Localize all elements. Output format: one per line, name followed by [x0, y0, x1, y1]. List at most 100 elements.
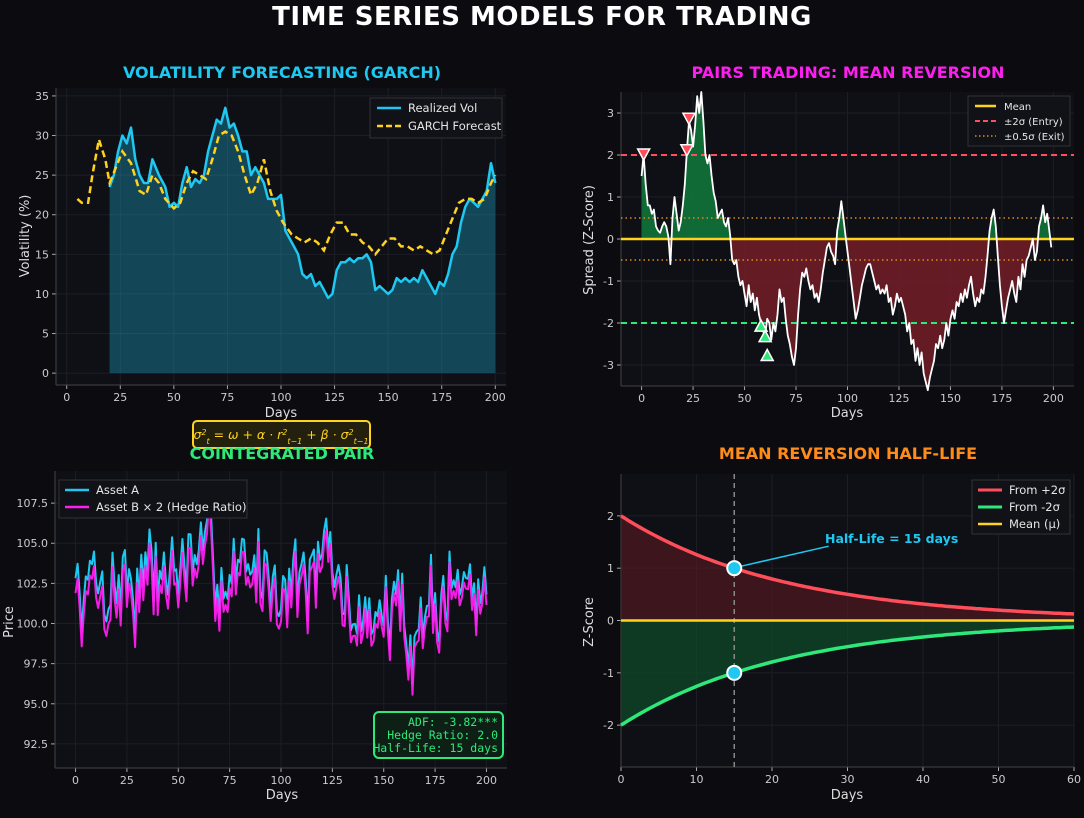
y-tick-label: -2	[603, 317, 614, 330]
x-tick-label: 0	[72, 774, 79, 787]
x-tick-label: 100	[271, 391, 292, 404]
garch-formula-box: σ2t = ω + α · r2t−1 + β · σ2t−1	[192, 420, 371, 449]
x-tick-label: 150	[378, 391, 399, 404]
x-tick-label: 0	[63, 391, 70, 404]
x-tick-label: 75	[789, 392, 803, 405]
x-tick-label: 125	[324, 391, 345, 404]
half-life-legend: From +2σ From -2σ Mean (μ)	[971, 479, 1071, 535]
x-tick-label: 75	[223, 774, 237, 787]
x-tick-label: 100	[271, 774, 292, 787]
y-tick-label: 10	[35, 288, 49, 301]
x-tick-label: 50	[992, 773, 1006, 786]
legend-garch-label: GARCH Forecast	[408, 119, 502, 133]
half-life-panel: MEAN REVERSION HALF-LIFE 0 10 20 30 40 50 60-2…	[582, 444, 1081, 803]
x-tick-label: 125	[888, 392, 909, 405]
from-plus-2sigma-line	[620, 514, 1075, 616]
x-tick-label: 200	[1043, 392, 1064, 405]
main-title: TIME SERIES MODELS FOR TRADING	[272, 2, 812, 32]
garch-title: VOLATILITY FORECASTING (GARCH)	[123, 63, 441, 82]
x-tick-label: 75	[220, 391, 234, 404]
x-tick-label: 50	[167, 391, 181, 404]
stats-half-life: Half-Life: 15 days	[373, 741, 498, 755]
y-tick-label: 107.5	[17, 497, 49, 510]
spread-negative-fill	[641, 239, 1052, 391]
half-life-xlabel: Days	[831, 788, 864, 803]
half-life-arrow	[741, 545, 829, 567]
x-tick-label: 25	[113, 391, 127, 404]
y-tick-label: 2	[607, 510, 614, 523]
y-tick-label: -1	[603, 275, 614, 288]
pairs-data	[621, 91, 1074, 392]
x-tick-label: 150	[373, 774, 394, 787]
long-signal-marker	[753, 318, 769, 332]
cointegration-ticks: 0 25 50 75 100 125 150 175 200 92.5 95.0 97.5 100.0 1…	[17, 471, 507, 787]
x-tick-label: 30	[841, 773, 855, 786]
y-tick-label: 95.0	[24, 698, 49, 711]
x-tick-label: 200	[476, 774, 497, 787]
y-tick-label: 5	[42, 328, 49, 341]
pairs-xlabel: Days	[831, 406, 864, 421]
y-tick-label: 3	[607, 107, 614, 120]
garch-forecast-line	[76, 130, 497, 257]
legend-mean-mu-label: Mean (μ)	[1009, 517, 1060, 531]
half-life-point	[726, 560, 743, 577]
y-tick-label: 2	[607, 149, 614, 162]
legend-realized-label: Realized Vol	[408, 101, 477, 115]
half-life-point	[726, 664, 743, 681]
x-tick-label: 25	[120, 774, 134, 787]
half-life-data	[620, 474, 1075, 767]
long-signal-marker	[757, 329, 773, 343]
legend-entry-label: ±2σ (Entry)	[1004, 117, 1063, 128]
y-tick-label: 25	[35, 169, 49, 182]
x-tick-label: 10	[690, 773, 704, 786]
x-tick-label: 200	[485, 391, 506, 404]
garch-formula: σ2t = ω + α · r2t−1 + β · σ2t−1	[193, 427, 368, 446]
legend-asset-a-label: Asset A	[96, 483, 139, 497]
y-tick-label: 1	[607, 191, 614, 204]
half-life-annotation: Half-Life = 15 days	[825, 531, 958, 546]
y-tick-label: 35	[35, 90, 49, 103]
y-tick-label: 92.5	[24, 738, 49, 751]
stats-adf: ADF: -3.82***	[408, 715, 498, 729]
y-tick-label: 0	[42, 367, 49, 380]
legend-asset-b-label: Asset B × 2 (Hedge Ratio)	[96, 500, 246, 514]
y-tick-label: 0	[607, 233, 614, 246]
x-tick-label: 0	[618, 773, 625, 786]
x-tick-label: 40	[916, 773, 930, 786]
x-tick-label: 25	[686, 392, 700, 405]
x-tick-label: 0	[638, 392, 645, 405]
y-tick-label: 0	[607, 615, 614, 628]
y-tick-label: 97.5	[24, 658, 49, 671]
x-tick-label: 60	[1067, 773, 1081, 786]
cointegration-ylabel: Price	[2, 606, 17, 638]
y-tick-label: -2	[603, 719, 614, 732]
cointegration-legend: Asset A Asset B × 2 (Hedge Ratio)	[58, 479, 248, 519]
x-tick-label: 50	[738, 392, 752, 405]
x-tick-label: 50	[171, 774, 185, 787]
pairs-panel: PAIRS TRADING: MEAN REVERSION 0 25 50 75 100…	[582, 63, 1074, 421]
x-tick-label: 150	[940, 392, 961, 405]
short-signal-marker	[679, 144, 695, 158]
pairs-legend: Mean ±2σ (Entry) ±0.5σ (Exit)	[967, 95, 1071, 147]
y-tick-label: 20	[35, 209, 49, 222]
y-tick-label: 100.0	[17, 618, 49, 631]
garch-data	[76, 106, 497, 374]
y-tick-label: 1	[607, 562, 614, 575]
x-tick-label: 20	[765, 773, 779, 786]
x-tick-label: 175	[431, 391, 452, 404]
pairs-title: PAIRS TRADING: MEAN REVERSION	[692, 63, 1005, 82]
y-tick-label: 30	[35, 130, 49, 143]
legend-from-minus-label: From -2σ	[1009, 500, 1060, 514]
legend-mean-label: Mean	[1004, 102, 1031, 113]
y-tick-label: -3	[603, 359, 614, 372]
y-tick-label: 15	[35, 248, 49, 261]
x-tick-label: 175	[425, 774, 446, 787]
cointegration-data	[74, 485, 488, 696]
x-tick-label: 125	[322, 774, 343, 787]
x-tick-label: 175	[991, 392, 1012, 405]
short-signal-marker	[636, 148, 651, 162]
garch-ticks: 0 25 50 75 100 125 150 175 200 0 5 10 15 20 25 30 35	[35, 88, 506, 404]
garch-panel: VOLATILITY FORECASTING (GARCH) 0 25 50 75 10…	[18, 63, 506, 449]
spread-line	[640, 91, 1053, 392]
